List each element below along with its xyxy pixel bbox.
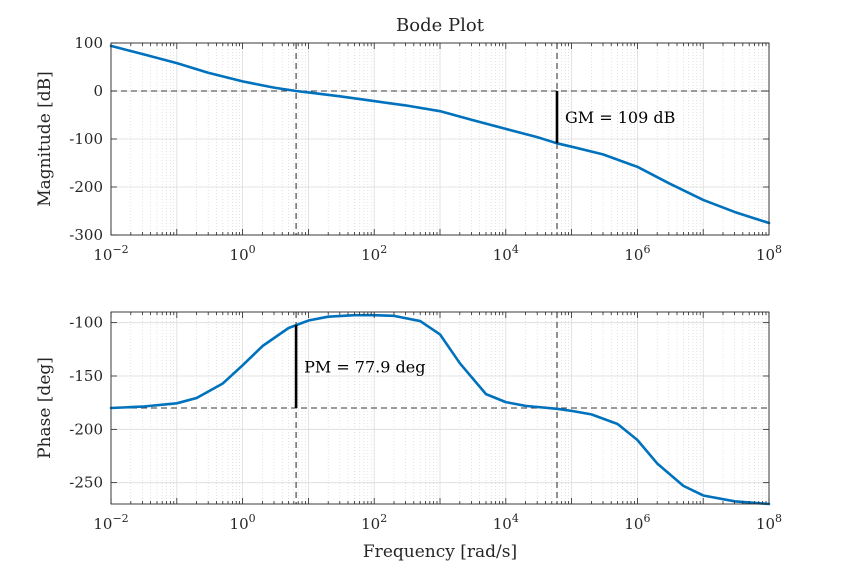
phase-series-line <box>109 313 771 506</box>
x-tick-label: 104 <box>493 512 519 533</box>
x-tick-label: 102 <box>361 512 387 533</box>
y-tick-label: -200 <box>69 420 103 438</box>
tick-marks <box>110 42 770 236</box>
x-axis-label: Frequency [rad/s] <box>363 542 517 562</box>
y-tick-label: -150 <box>69 367 103 385</box>
chart-title: Bode Plot <box>396 15 485 36</box>
x-tick-label: 104 <box>493 243 519 264</box>
phase-panel: PM = 77.9 deg -100 -150 -200 -250 10−2 100 102 1… <box>35 311 782 533</box>
tick-marks <box>110 312 770 504</box>
x-tick-label: 106 <box>624 243 650 264</box>
y-tick-label: 100 <box>74 34 103 52</box>
magnitude-series-line <box>109 44 771 225</box>
phase-margin-label: PM = 77.9 deg <box>304 357 425 376</box>
magnitude-margin-label: GM = 109 dB <box>565 108 675 127</box>
x-tick-label: 100 <box>230 243 256 264</box>
y-tick-label: -100 <box>69 130 103 148</box>
x-tick-label: 102 <box>361 243 387 264</box>
phase-y-axis-label: Phase [deg] <box>35 357 55 459</box>
y-tick-label: -300 <box>69 226 103 244</box>
x-tick-label: 100 <box>230 512 256 533</box>
x-tick-label: 10−2 <box>93 243 128 264</box>
y-tick-label: -100 <box>69 314 103 332</box>
y-tick-label: -200 <box>69 178 103 196</box>
y-tick-label: -250 <box>69 474 103 492</box>
magnitude-y-axis-label: Magnitude [dB] <box>35 71 55 207</box>
x-tick-label: 108 <box>756 243 782 264</box>
x-tick-label: 108 <box>756 512 782 533</box>
x-tick-label: 106 <box>624 512 650 533</box>
y-tick-label: 0 <box>93 82 103 100</box>
x-tick-label: 10−2 <box>93 512 128 533</box>
